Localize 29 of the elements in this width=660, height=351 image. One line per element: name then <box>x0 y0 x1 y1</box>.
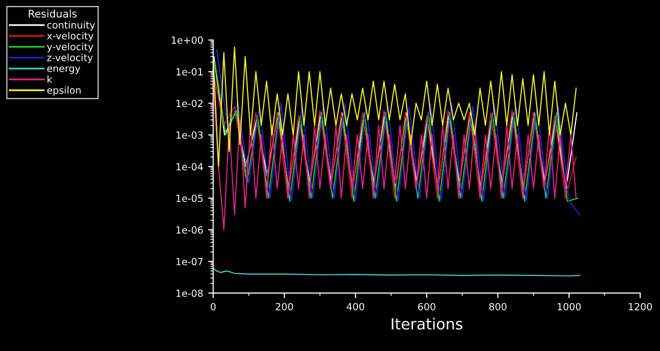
x-tick-label: 600 <box>418 302 436 310</box>
x-tick-label: 0 <box>210 302 216 310</box>
y-tick-label: 1e-03 <box>176 131 203 139</box>
x-axis-title: Iterations <box>392 318 462 330</box>
y-tick-label: 1e-04 <box>176 163 203 170</box>
y-tick-label: 1e-08 <box>176 290 203 297</box>
x-tick-label: 400 <box>346 302 364 310</box>
legend-label: energy <box>47 66 80 74</box>
legend-title: Residuals <box>28 10 77 18</box>
y-tick-label: 1e-06 <box>176 226 203 234</box>
legend-label: z-velocity <box>47 54 93 64</box>
line-series <box>213 46 577 168</box>
legend-label: epsilon <box>47 86 81 96</box>
x-tick-label: 800 <box>489 302 506 310</box>
y-tick-label: 1e-02 <box>176 100 202 108</box>
legend-label: x-velocity <box>46 32 94 42</box>
legend-label: k <box>48 75 52 83</box>
legend-label: y-velocity <box>46 42 94 52</box>
x-tick-label: 1200 <box>628 302 652 310</box>
line-series <box>213 268 580 276</box>
line-series <box>216 48 580 216</box>
line-series <box>213 80 577 230</box>
x-tick-label: 1000 <box>558 302 581 310</box>
y-tick-label: 1e-05 <box>176 194 203 202</box>
y-tick-label: 1e-07 <box>176 258 203 266</box>
y-tick-label: 1e+00 <box>172 36 203 44</box>
x-tick-label: 200 <box>276 302 293 310</box>
y-tick-label: 1e-01 <box>176 68 203 76</box>
legend-label: continuity <box>47 21 95 30</box>
